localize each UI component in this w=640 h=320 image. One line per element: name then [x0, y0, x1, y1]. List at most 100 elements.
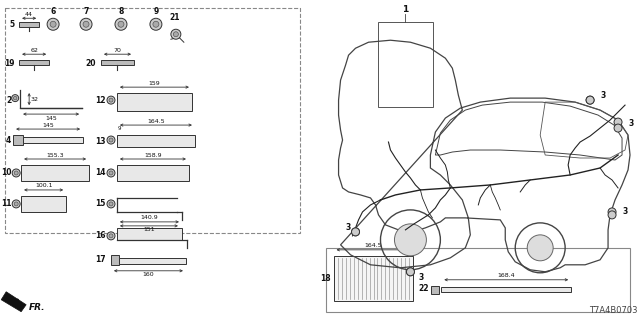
- Text: 4: 4: [6, 136, 11, 145]
- Text: 8: 8: [118, 7, 124, 16]
- Text: 3: 3: [600, 91, 605, 100]
- Circle shape: [150, 18, 162, 30]
- Circle shape: [83, 21, 89, 27]
- Text: 164.5: 164.5: [147, 119, 164, 124]
- Text: 3: 3: [622, 207, 627, 216]
- Text: 3: 3: [628, 119, 633, 128]
- Text: 17: 17: [95, 255, 106, 264]
- Bar: [442, 287, 571, 292]
- Bar: [117, 135, 195, 147]
- Text: 70: 70: [113, 48, 122, 53]
- Text: 13: 13: [95, 137, 106, 146]
- Circle shape: [109, 171, 113, 175]
- Text: 164.5: 164.5: [365, 243, 382, 248]
- Circle shape: [107, 200, 115, 208]
- Circle shape: [406, 268, 415, 276]
- Circle shape: [586, 96, 594, 104]
- Text: 9: 9: [154, 7, 159, 16]
- Bar: [378, 22, 433, 107]
- Bar: [21, 165, 89, 181]
- Bar: [19, 60, 49, 65]
- Circle shape: [13, 96, 17, 100]
- Circle shape: [171, 29, 181, 39]
- Circle shape: [107, 136, 115, 144]
- Circle shape: [12, 169, 20, 177]
- Circle shape: [406, 268, 415, 276]
- Circle shape: [109, 202, 113, 206]
- Text: 151: 151: [143, 228, 155, 232]
- Circle shape: [109, 234, 113, 238]
- Text: 9: 9: [117, 126, 121, 131]
- Text: 7: 7: [83, 7, 89, 16]
- Text: 14: 14: [95, 168, 106, 178]
- Text: 140.9: 140.9: [141, 215, 158, 220]
- Text: 168.4: 168.4: [497, 273, 515, 278]
- Bar: [431, 286, 440, 294]
- Circle shape: [12, 95, 19, 102]
- Text: 18: 18: [320, 274, 331, 283]
- Circle shape: [107, 169, 115, 177]
- Text: FR.: FR.: [29, 303, 45, 312]
- Text: 3: 3: [419, 273, 424, 282]
- Text: 158.9: 158.9: [144, 153, 162, 157]
- Circle shape: [109, 98, 113, 102]
- Circle shape: [527, 235, 553, 261]
- Bar: [117, 165, 189, 181]
- Circle shape: [173, 32, 179, 37]
- Text: 20: 20: [86, 59, 96, 68]
- Text: 5: 5: [9, 20, 14, 29]
- Text: 159: 159: [148, 81, 160, 86]
- Text: 21: 21: [169, 13, 179, 22]
- Bar: [101, 60, 134, 65]
- Circle shape: [351, 228, 360, 236]
- Circle shape: [109, 138, 113, 142]
- Circle shape: [586, 96, 594, 104]
- Bar: [23, 137, 83, 143]
- Bar: [117, 93, 192, 111]
- Circle shape: [115, 18, 127, 30]
- Text: 2: 2: [6, 96, 11, 105]
- Circle shape: [351, 228, 360, 236]
- Bar: [326, 248, 630, 312]
- Text: 12: 12: [95, 96, 106, 105]
- Circle shape: [14, 202, 18, 206]
- Text: 22: 22: [418, 284, 428, 293]
- Circle shape: [107, 232, 115, 240]
- Circle shape: [608, 211, 616, 219]
- Bar: [13, 135, 23, 145]
- Text: T7A4B0703: T7A4B0703: [589, 306, 638, 315]
- Circle shape: [614, 118, 622, 126]
- Text: 145: 145: [42, 123, 54, 128]
- Circle shape: [118, 21, 124, 27]
- Bar: [117, 228, 182, 240]
- Text: 11: 11: [1, 199, 11, 208]
- Bar: [5, 8, 300, 233]
- Text: 3: 3: [346, 223, 351, 232]
- Circle shape: [153, 21, 159, 27]
- Bar: [21, 196, 66, 212]
- Bar: [19, 22, 39, 27]
- Text: 10: 10: [1, 168, 11, 178]
- Circle shape: [614, 124, 622, 132]
- Text: 44: 44: [25, 12, 33, 17]
- Circle shape: [608, 208, 616, 216]
- Text: 145: 145: [45, 116, 57, 121]
- Text: 15: 15: [95, 199, 106, 208]
- Circle shape: [50, 21, 56, 27]
- Circle shape: [47, 18, 59, 30]
- Polygon shape: [1, 292, 26, 312]
- Text: 1: 1: [403, 5, 408, 14]
- Circle shape: [14, 171, 18, 175]
- Circle shape: [12, 200, 20, 208]
- Text: 6: 6: [51, 7, 56, 16]
- Bar: [333, 256, 413, 301]
- Text: 100.1: 100.1: [35, 183, 52, 188]
- Circle shape: [107, 96, 115, 104]
- Text: 160: 160: [143, 272, 154, 277]
- Text: 155.3: 155.3: [46, 153, 64, 157]
- Circle shape: [80, 18, 92, 30]
- Text: 19: 19: [4, 59, 14, 68]
- Text: 32: 32: [31, 97, 38, 102]
- Text: 62: 62: [30, 48, 38, 53]
- Bar: [111, 255, 119, 265]
